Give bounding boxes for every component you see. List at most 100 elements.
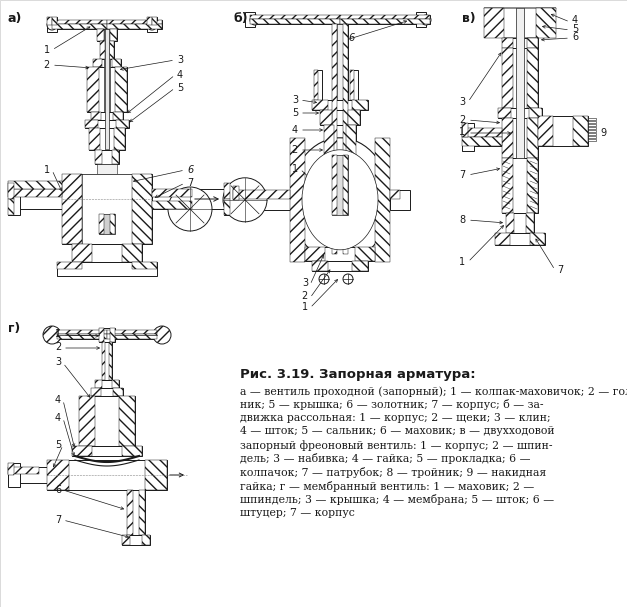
Bar	[115, 67, 127, 112]
Bar	[102, 342, 112, 380]
Bar	[305, 247, 375, 261]
Bar	[536, 8, 556, 38]
Bar	[498, 108, 511, 118]
Text: 4: 4	[177, 70, 183, 80]
Text: шпиндель; 3 — крышка; 4 — мембрана; 5 — шток; 6 —: шпиндель; 3 — крышка; 4 — мембрана; 5 — …	[240, 494, 554, 505]
Bar	[350, 70, 354, 100]
Bar	[107, 20, 162, 24]
Bar	[127, 490, 133, 535]
Text: 1: 1	[459, 257, 465, 267]
Bar	[152, 17, 157, 25]
Bar	[87, 67, 127, 112]
Text: 6: 6	[572, 32, 578, 42]
Text: 2: 2	[292, 145, 298, 155]
Circle shape	[319, 274, 329, 284]
Text: 3: 3	[302, 278, 308, 288]
Bar	[52, 20, 162, 29]
Bar	[538, 116, 553, 146]
Bar	[355, 247, 375, 261]
Ellipse shape	[290, 138, 390, 262]
Bar	[8, 463, 14, 475]
Bar	[502, 118, 538, 158]
Bar	[91, 388, 101, 396]
Text: 3: 3	[55, 357, 61, 367]
Text: 8: 8	[459, 215, 465, 225]
Bar	[52, 17, 57, 25]
Bar	[224, 199, 230, 215]
Bar	[79, 396, 95, 446]
Bar	[495, 233, 545, 245]
Bar	[102, 342, 105, 380]
Bar	[502, 158, 538, 213]
Bar	[588, 139, 596, 141]
Text: 3: 3	[459, 97, 465, 107]
Text: 4: 4	[292, 125, 298, 135]
Bar	[152, 189, 192, 197]
Text: запорный фреоновый вентиль: 1 — корпус; 2 — шпин-: запорный фреоновый вентиль: 1 — корпус; …	[240, 440, 552, 451]
Bar	[52, 20, 107, 24]
Text: г): г)	[8, 322, 20, 335]
Bar	[502, 158, 513, 213]
Bar	[72, 446, 142, 456]
Text: 5: 5	[55, 440, 61, 450]
Bar	[502, 38, 513, 48]
Bar	[233, 186, 239, 200]
Bar	[462, 137, 502, 146]
Bar	[340, 15, 430, 19]
Bar	[588, 136, 596, 138]
Bar	[89, 128, 125, 150]
Bar	[110, 328, 115, 342]
Bar	[312, 100, 368, 110]
Bar	[332, 155, 348, 215]
Text: 1: 1	[292, 164, 298, 174]
Bar	[390, 190, 400, 199]
Bar	[72, 446, 92, 456]
Bar	[502, 48, 538, 108]
Bar	[8, 467, 39, 474]
Bar	[119, 396, 135, 446]
Bar	[62, 174, 152, 244]
Bar	[8, 463, 20, 487]
Bar	[57, 262, 82, 269]
Bar	[245, 12, 255, 27]
Bar	[527, 38, 538, 48]
Text: Рис. 3.19. Запорная арматура:: Рис. 3.19. Запорная арматура:	[240, 368, 476, 381]
Bar	[57, 330, 107, 334]
Bar	[8, 189, 62, 197]
Bar	[142, 535, 150, 545]
Bar	[8, 199, 14, 215]
Circle shape	[223, 178, 267, 222]
Bar	[127, 490, 145, 535]
Bar	[97, 29, 104, 41]
Bar	[332, 155, 337, 215]
Bar	[47, 17, 57, 32]
Circle shape	[43, 326, 61, 344]
Bar	[116, 120, 129, 128]
Bar	[462, 123, 474, 151]
Text: 1: 1	[459, 127, 465, 137]
Text: 6: 6	[187, 165, 193, 175]
Circle shape	[343, 274, 353, 284]
Text: 1: 1	[44, 165, 50, 175]
Bar	[113, 388, 123, 396]
Bar	[85, 120, 129, 128]
Bar	[530, 233, 545, 245]
Text: движка рассольная: 1 — корпус; 2 — щеки; 3 — клин;: движка рассольная: 1 — корпус; 2 — щеки;…	[240, 413, 551, 423]
Text: 4 — шток; 5 — сальник; 6 — маховик; в — двухходовой: 4 — шток; 5 — сальник; 6 — маховик; в — …	[240, 427, 555, 436]
Bar	[250, 19, 340, 24]
Text: 2: 2	[302, 291, 308, 301]
Bar	[91, 112, 123, 120]
Bar	[502, 48, 513, 108]
Circle shape	[421, 15, 431, 25]
Bar	[332, 24, 348, 254]
Bar	[343, 155, 348, 215]
Bar	[139, 490, 145, 535]
Bar	[224, 183, 230, 199]
Bar	[506, 213, 514, 233]
Text: а): а)	[8, 12, 23, 25]
Text: 4: 4	[55, 395, 61, 405]
Bar	[312, 100, 328, 110]
Bar	[93, 59, 102, 67]
Bar	[95, 380, 119, 388]
Bar	[107, 334, 157, 339]
